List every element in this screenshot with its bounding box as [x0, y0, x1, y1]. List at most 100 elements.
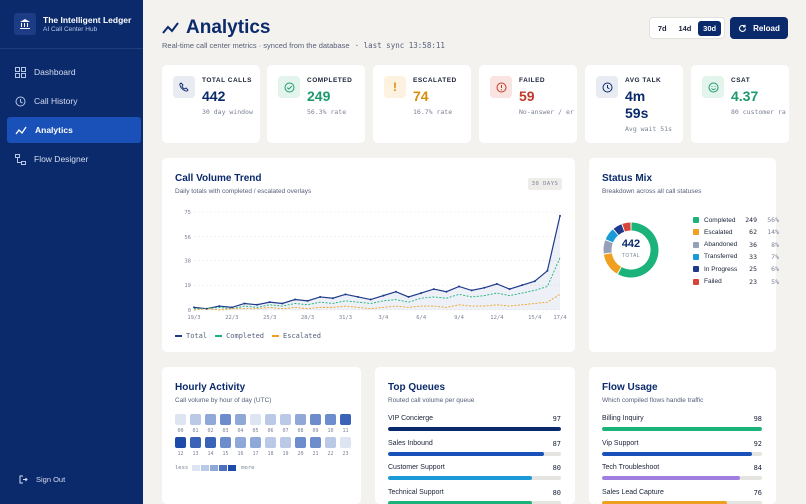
data-point[interactable]	[533, 280, 536, 283]
data-point[interactable]	[268, 301, 271, 304]
data-point[interactable]	[230, 306, 233, 309]
flow-row[interactable]: Tech Troubleshoot 84	[602, 464, 762, 480]
hour-cell[interactable]	[220, 437, 231, 448]
hour-cell[interactable]	[220, 414, 231, 425]
data-point[interactable]	[420, 292, 423, 295]
data-point[interactable]	[306, 299, 309, 302]
hour-cell[interactable]	[190, 414, 201, 425]
clock-icon	[596, 76, 618, 98]
usage-bar-fill	[388, 500, 532, 504]
data-point[interactable]	[205, 307, 208, 310]
range-14d-button[interactable]: 14d	[678, 23, 692, 33]
reload-button[interactable]: Reload	[730, 17, 788, 39]
hour-cell[interactable]	[295, 414, 306, 425]
hour-cell[interactable]	[280, 414, 291, 425]
queue-row[interactable]: VIP Concierge 97	[388, 415, 561, 431]
status-count: 62	[749, 228, 757, 237]
hour-cell[interactable]	[175, 437, 186, 448]
data-point[interactable]	[256, 303, 259, 306]
hour-cell[interactable]	[265, 414, 276, 425]
hour-cell[interactable]	[280, 437, 291, 448]
status-mix-panel: Status Mix Breakdown across all call sta…	[589, 158, 779, 352]
hour-label: 23	[342, 451, 349, 457]
queue-row[interactable]: Sales Inbound 87	[388, 440, 561, 456]
data-point[interactable]	[344, 293, 347, 296]
data-point[interactable]	[394, 290, 397, 293]
hour-cell[interactable]	[325, 437, 336, 448]
data-point[interactable]	[495, 282, 498, 285]
sidebar-item-analytics[interactable]: Analytics	[7, 117, 141, 143]
hour-label: 02	[207, 428, 214, 434]
hour-cell[interactable]	[295, 437, 306, 448]
kpi-value: 4.37	[731, 88, 759, 104]
queue-row[interactable]: Customer Support 80	[388, 464, 561, 480]
data-point[interactable]	[407, 295, 410, 298]
hour-cell[interactable]	[235, 437, 246, 448]
hour-label: 21	[312, 451, 319, 457]
exclamation-icon: !	[384, 76, 406, 98]
hour-cell[interactable]	[175, 414, 186, 425]
phone-icon	[173, 76, 195, 98]
kpi-value: 249	[307, 88, 331, 104]
hour-cell[interactable]	[190, 437, 201, 448]
status-donut	[603, 222, 659, 278]
data-point[interactable]	[281, 302, 284, 305]
data-point[interactable]	[218, 305, 221, 308]
donut-center-value: 442	[621, 238, 641, 250]
hour-label: 11	[342, 428, 349, 434]
data-point[interactable]	[382, 294, 385, 297]
data-point[interactable]	[432, 288, 435, 291]
status-color-swatch	[693, 266, 699, 273]
hour-cell[interactable]	[325, 414, 336, 425]
donut-slice-in-progress[interactable]	[613, 224, 625, 235]
range-7d-button[interactable]: 7d	[657, 23, 667, 33]
data-point[interactable]	[357, 295, 360, 298]
donut-slice-failed[interactable]	[622, 222, 631, 232]
flow-row[interactable]: Vip Support 92	[602, 440, 762, 456]
flow-row[interactable]: Billing Inquiry 98	[602, 415, 762, 431]
flow-row[interactable]: Sales Lead Capture 76	[602, 489, 762, 504]
donut-slice-abandoned[interactable]	[603, 240, 613, 254]
data-point[interactable]	[458, 285, 461, 288]
sidebar-item-flow-designer[interactable]: Flow Designer	[7, 146, 141, 172]
hour-cell[interactable]	[235, 414, 246, 425]
status-count: 36	[749, 240, 757, 249]
sign-out-button[interactable]: Sign Out	[19, 475, 65, 484]
hour-cell[interactable]	[250, 437, 261, 448]
kpi-label: COMPLETED	[307, 77, 353, 84]
sidebar-item-call-history[interactable]: Call History	[7, 88, 141, 114]
donut-slice-escalated[interactable]	[603, 252, 622, 274]
data-point[interactable]	[293, 298, 296, 301]
sidebar-item-dashboard[interactable]: Dashboard	[7, 59, 141, 85]
hour-cell[interactable]	[265, 437, 276, 448]
hour-cell[interactable]	[340, 437, 351, 448]
data-point[interactable]	[483, 286, 486, 289]
data-point[interactable]	[331, 297, 334, 300]
data-point[interactable]	[369, 298, 372, 301]
data-point[interactable]	[546, 269, 549, 272]
data-point[interactable]	[521, 284, 524, 287]
donut-slice-transferred[interactable]	[605, 229, 619, 243]
hour-cell[interactable]	[310, 414, 321, 425]
hour-label: 15	[222, 451, 229, 457]
donut-slice-completed[interactable]	[617, 222, 659, 278]
data-point[interactable]	[559, 214, 561, 217]
x-tick-label: 17/4	[553, 315, 567, 321]
data-point[interactable]	[319, 295, 322, 298]
data-point[interactable]	[243, 302, 246, 305]
page-title-text: Analytics	[186, 17, 271, 38]
data-point[interactable]	[508, 288, 511, 291]
queue-row[interactable]: Technical Support 80	[388, 489, 561, 504]
hour-cell[interactable]	[250, 414, 261, 425]
data-point[interactable]	[193, 306, 195, 309]
hour-cell[interactable]	[205, 437, 216, 448]
data-point[interactable]	[470, 289, 473, 292]
sidebar-item-label: Call History	[34, 96, 78, 106]
data-point[interactable]	[445, 290, 448, 293]
range-30d-button[interactable]: 30d	[698, 20, 722, 36]
hour-cell[interactable]	[310, 437, 321, 448]
legend-total: Total	[175, 332, 207, 340]
hour-cell[interactable]	[205, 414, 216, 425]
hour-cell[interactable]	[340, 414, 351, 425]
hour-label: 07	[282, 428, 289, 434]
